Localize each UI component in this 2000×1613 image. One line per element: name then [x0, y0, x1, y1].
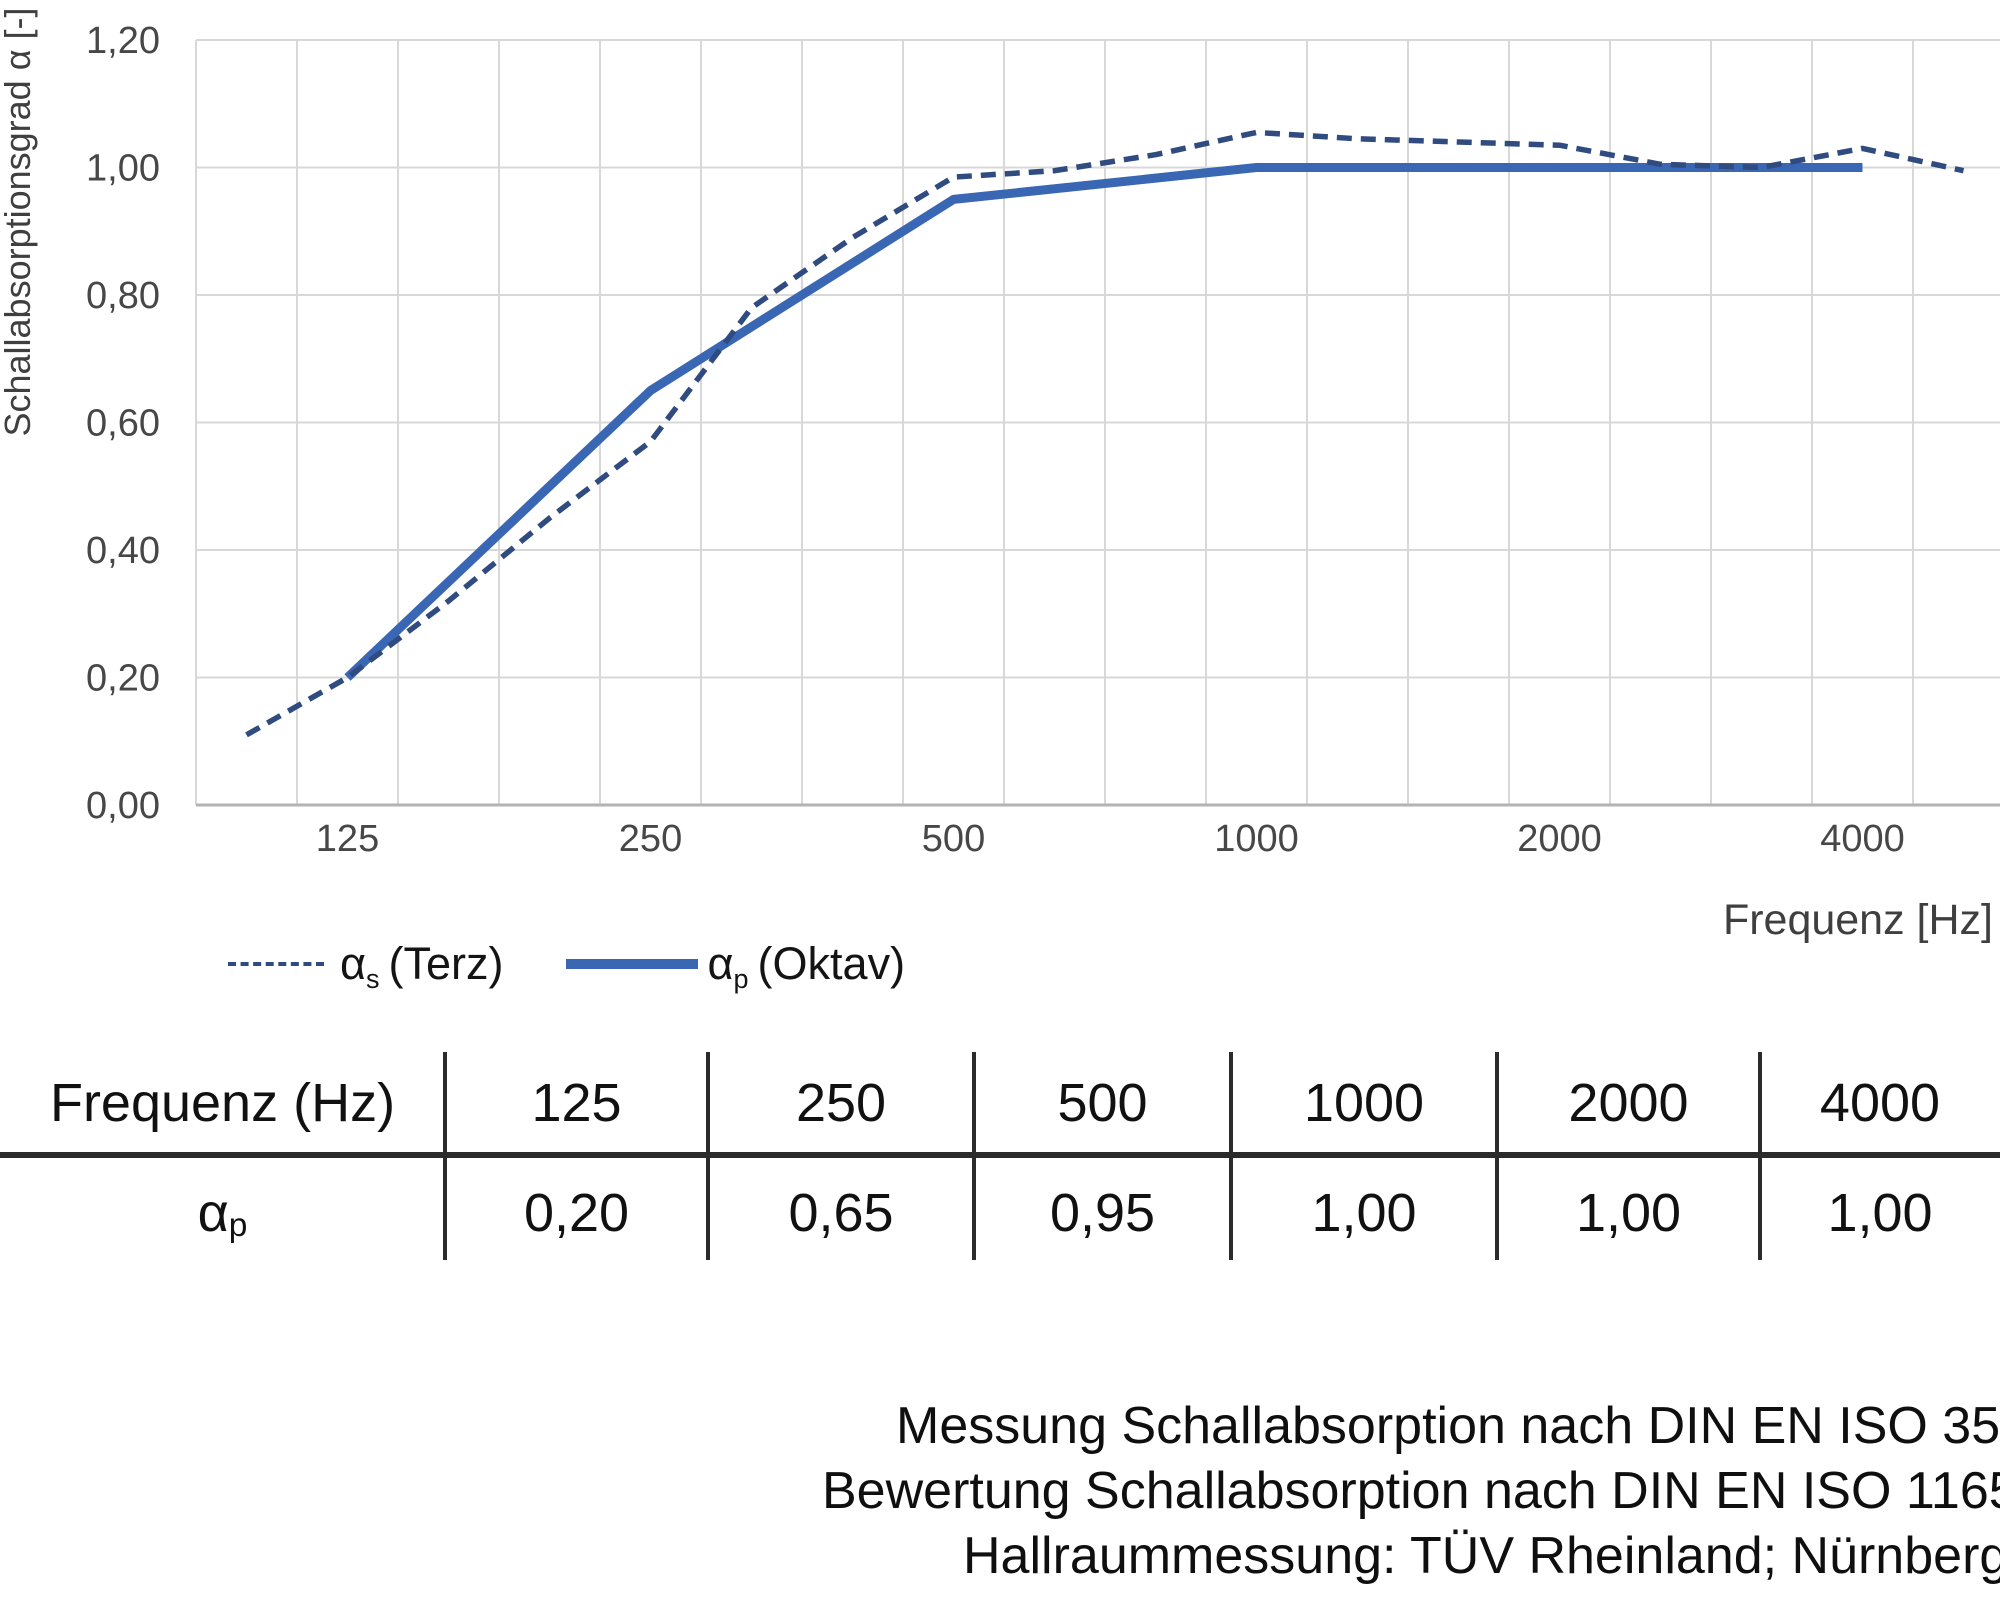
legend-terz-rest: (Terz) [388, 938, 504, 989]
table-header-cell: 1000 [1303, 1073, 1425, 1133]
legend-oktav-sub: p [733, 964, 749, 995]
legend-oktav-rest: (Oktav) [757, 938, 906, 989]
terz-dashed-line-swatch [228, 962, 324, 966]
series-terz-line [245, 129, 1965, 738]
y-tick-label: 0,00 [86, 785, 160, 827]
x-tick-label: 125 [316, 818, 379, 860]
legend-label-terz: αs (Terz) [340, 938, 504, 994]
table-value-cell: 0,65 [788, 1183, 894, 1243]
alpha-subscript: p [228, 1206, 248, 1244]
table-header-row: Frequenz (Hz) 125 250 500 1000 2000 4000 [0, 1072, 2000, 1134]
x-tick-label: 500 [922, 818, 985, 860]
y-axis-title: Schallabsorptionsgrad α [-] [0, 7, 38, 436]
footer-note-line: Messung Schallabsorption nach DIN EN ISO… [896, 1397, 2000, 1455]
y-tick-label: 0,60 [86, 403, 160, 445]
x-tick-label: 4000 [1820, 818, 1905, 860]
legend-terz-alpha: α [340, 938, 367, 989]
legend-item-terz: αs (Terz) [228, 938, 504, 994]
alpha-symbol: α [197, 1183, 229, 1243]
y-tick-label: 1,20 [86, 20, 160, 62]
y-tick-label: 1,00 [86, 148, 160, 190]
table-row-divider [0, 1152, 2000, 1158]
table-value-cell: 0,95 [1049, 1183, 1156, 1243]
y-tick-label: 0,80 [86, 275, 160, 317]
table-header-cell: 250 [795, 1073, 887, 1133]
chart-legend: αs (Terz) αp (Oktav) [228, 934, 905, 994]
table-header-cell: 4000 [1819, 1073, 1941, 1133]
table-header-cell: 2000 [1568, 1073, 1689, 1133]
table-header-cell: 125 [531, 1073, 622, 1133]
table-header-cell: Frequenz (Hz) [49, 1073, 396, 1133]
series-oktav-line [344, 163, 1863, 681]
legend-item-oktav: αp (Oktav) [565, 938, 906, 994]
footer-note-line: Hallraummessung: TÜV Rheinland; Nürnberg [963, 1527, 2000, 1585]
legend-terz-sub: s [366, 964, 380, 995]
table-value-cell: 1,00 [1575, 1183, 1682, 1243]
x-tick-label: 250 [619, 818, 682, 860]
table-value-cell: 1,00 [1827, 1183, 1933, 1243]
legend-oktav-alpha: α [707, 938, 734, 989]
table-value-cell: 0,20 [523, 1183, 630, 1243]
table-value-cell: 1,00 [1311, 1183, 1417, 1243]
table-header-cell: 500 [1057, 1073, 1148, 1133]
footer-note-line: Bewertung Schallabsorption nach DIN EN I… [822, 1462, 2000, 1520]
x-tick-label: 2000 [1517, 818, 1602, 860]
y-tick-label: 0,20 [86, 658, 160, 700]
x-tick-label: 1000 [1214, 818, 1299, 860]
absorption-chart: 1,20 1,00 0,80 0,60 0,40 0,20 0,00 125 250 500 100… [0, 7, 2000, 944]
x-axis-title: Frequenz [Hz] [1723, 896, 1993, 944]
y-tick-label: 0,40 [86, 530, 160, 572]
oktav-solid-line-swatch [565, 959, 698, 969]
legend-label-oktav: αp (Oktav) [707, 938, 906, 994]
